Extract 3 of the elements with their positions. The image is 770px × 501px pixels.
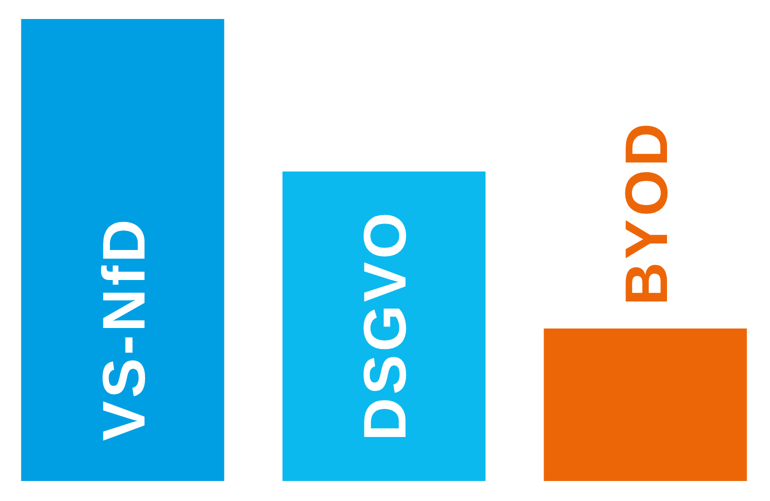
x-tick-label: DSGVO — [352, 209, 419, 441]
x-tick-label: BYOD — [612, 120, 680, 306]
x-tick-label: VS-NfD — [90, 216, 158, 441]
